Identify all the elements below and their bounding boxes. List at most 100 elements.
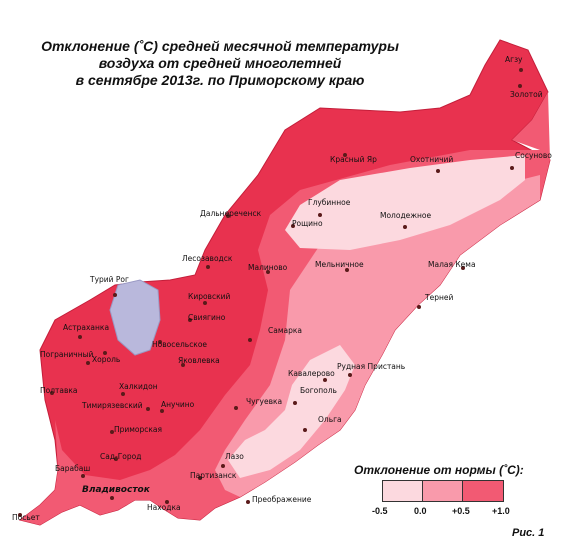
city-dot [221, 464, 225, 468]
city-label: Красный Яр [330, 155, 377, 164]
city-label: Золотой [510, 90, 543, 99]
city-label: Халкидон [119, 382, 158, 391]
city-dot [291, 224, 295, 228]
city-label: Посьет [12, 513, 40, 522]
city-dot [50, 391, 54, 395]
city-label: Анучино [161, 400, 195, 409]
city-dot [318, 213, 322, 217]
city-dot [519, 68, 523, 72]
city-dot [160, 409, 164, 413]
city-label: Хороль [92, 355, 120, 364]
city-label: Кавалерово [288, 369, 335, 378]
city-label: Яковлевка [178, 356, 220, 365]
city-label: Турий Рог [89, 275, 129, 284]
city-dot [246, 500, 250, 504]
city-label: Новосельское [152, 340, 207, 349]
city-label: Терней [424, 293, 453, 302]
city-label: Сосуново [515, 151, 552, 160]
city-dot [86, 361, 90, 365]
city-label: Владивосток [82, 485, 151, 495]
city-dot [121, 392, 125, 396]
legend-tick-neg-half: -0.5 [372, 506, 388, 516]
city-dot [114, 457, 118, 461]
city-label: Полтавка [40, 386, 78, 395]
city-label: Приморская [114, 425, 162, 434]
legend-swatch-half [463, 481, 503, 501]
city-label: Свиягино [188, 313, 226, 322]
city-dot [18, 513, 22, 517]
city-dot [266, 270, 270, 274]
city-dot [198, 476, 202, 480]
city-dot [188, 318, 192, 322]
city-label: Астраханка [63, 323, 109, 332]
city-dot [510, 166, 514, 170]
city-dot [436, 169, 440, 173]
city-dot [226, 214, 230, 218]
title-line-1: Отклонение (˚С) средней месячной темпера… [41, 38, 399, 54]
city-dot [303, 428, 307, 432]
city-label: Лазо [225, 452, 244, 461]
city-dot [403, 225, 407, 229]
city-label: Самарка [268, 326, 302, 335]
city-label: Преображение [252, 495, 312, 504]
legend-swatch-zero [423, 481, 463, 501]
city-dot [110, 430, 114, 434]
city-dot [181, 363, 185, 367]
city-dot [203, 301, 207, 305]
city-label: Тимирязевский [81, 401, 143, 410]
city-label: Глубинное [308, 198, 351, 207]
map-title: Отклонение (˚С) средней месячной темпера… [20, 38, 420, 89]
city-label: Чугуевка [246, 397, 282, 406]
legend-tick-half: +0.5 [452, 506, 470, 516]
city-label: Сад-Город [100, 452, 141, 461]
city-dot [323, 378, 327, 382]
legend-color-bar [382, 480, 504, 502]
title-line-3: в сентябре 2013г. по Приморскому краю [75, 72, 365, 88]
city-label: Кировский [188, 292, 230, 301]
title-line-2: воздуха от средней многолетней [98, 55, 342, 71]
zone-minus-half-south [228, 345, 355, 478]
city-label: Агзу [505, 55, 523, 64]
city-label: Охотничий [410, 155, 453, 164]
legend-tick-zero: 0.0 [414, 506, 427, 516]
city-dot [158, 340, 162, 344]
city-dot [518, 84, 522, 88]
city-dot [348, 373, 352, 377]
city-dot [113, 293, 117, 297]
city-dot [206, 265, 210, 269]
city-dot [103, 351, 107, 355]
city-label: Дальнереченск [200, 209, 262, 218]
city-label: Мельничное [315, 260, 364, 269]
city-dot [417, 305, 421, 309]
city-dot [234, 406, 238, 410]
city-label: Рощино [292, 219, 323, 228]
city-label: Ольга [318, 415, 342, 424]
city-label: Богополь [300, 386, 337, 395]
city-dot [248, 338, 252, 342]
city-dot [81, 474, 85, 478]
legend-swatch-neg [383, 481, 423, 501]
city-label: Рудная Пристань [337, 362, 405, 371]
city-dot [345, 268, 349, 272]
city-label: Молодежное [380, 211, 431, 220]
city-dot [110, 496, 114, 500]
zone-minus-half-north [285, 155, 525, 250]
city-dot [146, 407, 150, 411]
city-label: Барабаш [55, 464, 90, 473]
khanka-lake [109, 279, 161, 356]
city-label: Лесозаводск [182, 254, 233, 263]
city-dot [343, 153, 347, 157]
city-label: Пограничный [40, 350, 94, 359]
figure-label: Рис. 1 [512, 527, 545, 539]
city-label: Находка [147, 503, 181, 512]
city-dot [78, 335, 82, 339]
city-label: Малиново [248, 263, 288, 272]
city-dot [165, 500, 169, 504]
legend-title: Отклонение от нормы (˚С): [354, 463, 524, 477]
legend-tick-one: +1.0 [492, 506, 510, 516]
city-label: Партизанск [190, 471, 237, 480]
city-dot [461, 266, 465, 270]
city-label: Малая Кема [428, 260, 476, 269]
city-dot [293, 401, 297, 405]
